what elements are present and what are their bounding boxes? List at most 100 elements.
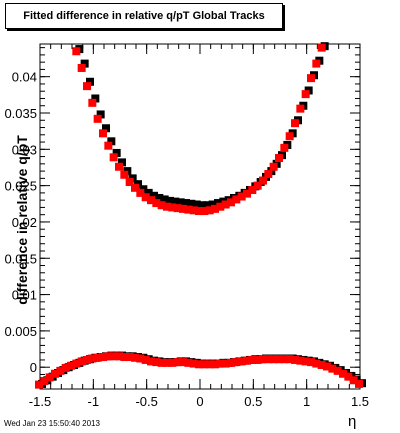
- data-markers: [35, 42, 366, 389]
- data-point: [259, 355, 267, 364]
- data-point: [104, 141, 113, 150]
- data-point: [99, 353, 107, 362]
- data-point: [285, 355, 294, 364]
- data-point: [93, 353, 102, 362]
- x-tick-label: 1: [303, 394, 310, 409]
- data-point: [35, 380, 43, 389]
- data-point: [125, 353, 134, 362]
- data-point: [264, 170, 273, 179]
- data-point: [136, 188, 145, 197]
- data-point: [280, 143, 289, 152]
- data-point: [296, 356, 305, 365]
- data-point: [168, 358, 177, 367]
- data-point: [77, 63, 86, 72]
- data-point: [259, 176, 267, 185]
- data-point: [176, 198, 185, 207]
- data-point: [96, 110, 105, 119]
- data-point: [83, 82, 91, 91]
- data-point: [91, 94, 100, 103]
- data-point: [195, 207, 203, 216]
- data-point: [112, 148, 121, 157]
- data-point: [171, 197, 180, 206]
- y-axis: 0 0.005 0.01 0.015 0.02 0.025 0.03 0.035 0.04: [4, 47, 360, 390]
- y-tick-label: 0.015: [4, 251, 37, 266]
- data-point: [243, 189, 251, 198]
- x-axis: -1.5 -1 -0.5 0 0.5 1 1.5: [29, 44, 369, 409]
- data-point: [269, 355, 278, 364]
- x-tick-label: 1.5: [351, 394, 369, 409]
- data-point: [344, 372, 353, 381]
- data-point: [285, 132, 294, 141]
- data-point: [312, 359, 321, 368]
- data-point: [109, 352, 118, 361]
- x-tick-label: 0: [196, 394, 203, 409]
- data-point: [355, 379, 363, 388]
- data-point: [152, 199, 161, 208]
- data-point: [160, 195, 169, 204]
- data-point: [157, 358, 166, 367]
- data-point: [317, 361, 326, 370]
- data-point: [184, 205, 193, 214]
- data-point: [141, 355, 150, 364]
- data-point: [166, 196, 174, 205]
- data-point: [232, 358, 241, 367]
- data-point: [296, 104, 305, 113]
- data-point: [323, 362, 331, 371]
- data-point: [147, 357, 155, 366]
- data-point: [237, 357, 246, 366]
- data-point: [211, 360, 219, 369]
- data-point: [163, 358, 171, 367]
- y-tick-label: 0.04: [12, 70, 37, 85]
- data-point: [301, 357, 310, 366]
- x-axis-label: η: [348, 413, 357, 430]
- x-tick-label: -0.5: [135, 394, 157, 409]
- data-point: [147, 196, 155, 205]
- data-point: [198, 201, 206, 210]
- title-box: Fitted difference in relative q/pT Globa…: [5, 3, 283, 29]
- data-point: [264, 355, 273, 364]
- data-point: [269, 162, 278, 171]
- plot-frame: [39, 43, 361, 390]
- data-point: [102, 124, 110, 133]
- data-point: [72, 359, 81, 368]
- data-point: [136, 354, 145, 363]
- data-point: [187, 199, 196, 208]
- data-point: [307, 358, 315, 367]
- data-point: [189, 359, 198, 368]
- data-point: [243, 356, 251, 365]
- data-point: [328, 364, 337, 373]
- data-point: [208, 200, 217, 209]
- data-point: [83, 355, 91, 364]
- data-point: [61, 363, 70, 372]
- data-point: [99, 129, 107, 138]
- data-point: [237, 192, 246, 201]
- data-point: [317, 43, 326, 52]
- data-point: [45, 373, 54, 382]
- data-point: [221, 200, 230, 209]
- y-tick-label: 0.005: [4, 324, 37, 339]
- data-point: [221, 359, 230, 368]
- data-point: [173, 358, 182, 367]
- data-point: [275, 355, 283, 364]
- data-point: [141, 193, 150, 202]
- x-tick-label: 0.5: [244, 394, 262, 409]
- data-point: [120, 170, 129, 179]
- data-point: [88, 354, 97, 363]
- data-point: [253, 355, 262, 364]
- data-point: [120, 353, 129, 362]
- data-point: [275, 154, 283, 163]
- data-point: [144, 188, 153, 197]
- data-point: [205, 206, 214, 215]
- y-tick-label: 0.01: [12, 288, 37, 303]
- data-point: [195, 360, 203, 369]
- data-point: [77, 357, 86, 366]
- data-point: [205, 360, 214, 369]
- data-point: [227, 358, 235, 367]
- data-point: [155, 193, 164, 202]
- data-point: [291, 355, 299, 364]
- data-point: [104, 352, 113, 361]
- data-point: [168, 203, 177, 212]
- data-point: [152, 358, 161, 367]
- y-tick-label: 0: [30, 360, 37, 375]
